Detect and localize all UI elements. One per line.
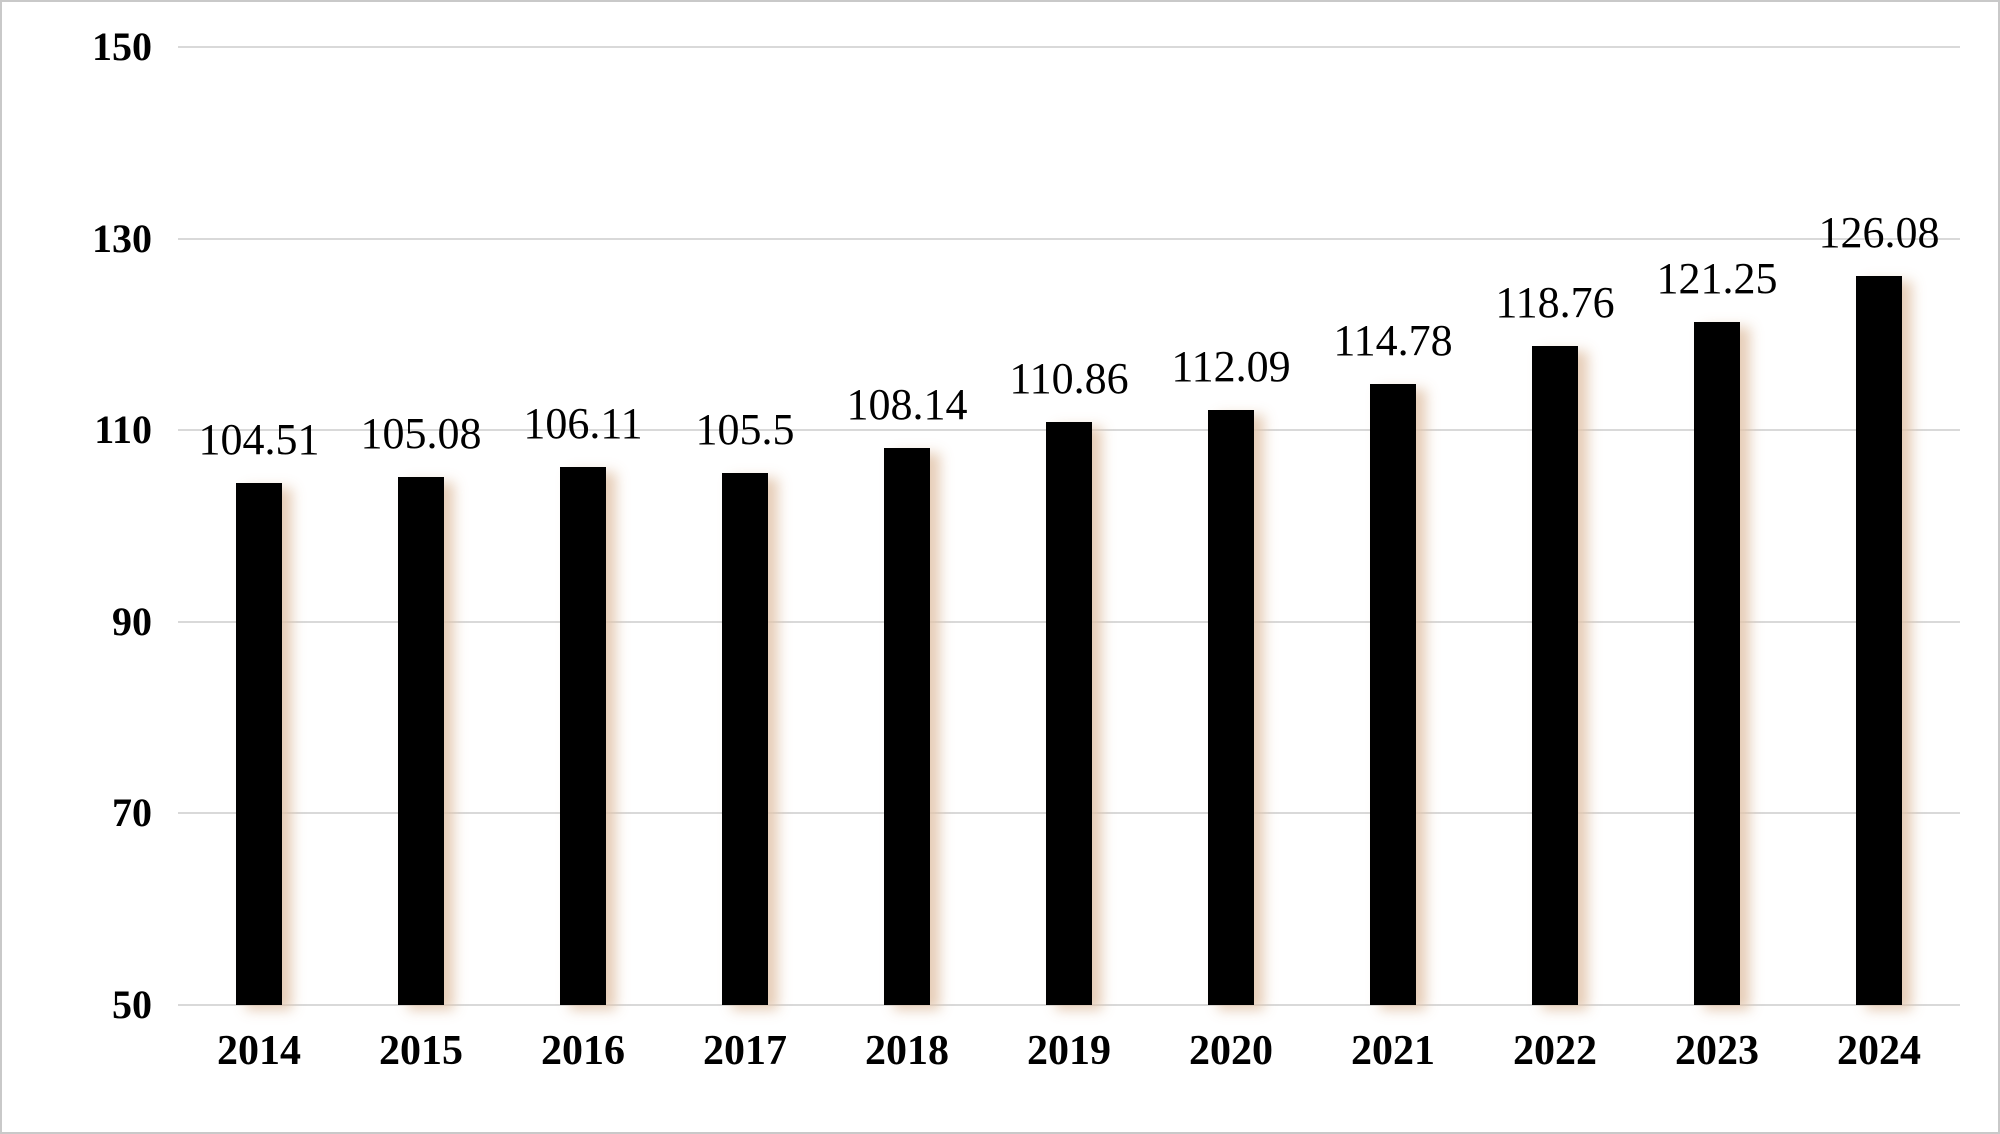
bar-value-label: 106.11 — [523, 399, 643, 449]
bar — [1694, 322, 1740, 1005]
x-axis-tick-label: 2016 — [541, 1028, 625, 1074]
bar — [1532, 346, 1578, 1005]
y-axis-tick-label: 50 — [112, 982, 152, 1027]
bar — [1856, 276, 1902, 1005]
y-axis-tick-label: 130 — [92, 215, 152, 261]
bar — [236, 482, 282, 1005]
x-axis-tick-label: 2019 — [1027, 1028, 1111, 1074]
y-axis-tick-label: 70 — [112, 790, 152, 836]
y-axis-tick-label: 90 — [112, 598, 152, 644]
gridline — [178, 237, 1960, 240]
bar — [560, 467, 606, 1005]
gridline — [178, 46, 1960, 48]
bar-value-label: 114.78 — [1333, 316, 1453, 366]
bar — [398, 477, 444, 1005]
y-axis-tick-label: 110 — [94, 407, 152, 453]
bar — [884, 448, 930, 1005]
bar-value-label: 104.51 — [198, 414, 320, 464]
bar — [1046, 421, 1092, 1005]
x-axis-tick-label: 2022 — [1513, 1028, 1597, 1074]
bar-value-label: 108.14 — [846, 380, 968, 430]
bar — [1370, 384, 1416, 1005]
x-axis-tick-label: 2024 — [1837, 1028, 1921, 1074]
bar-value-label: 105.08 — [360, 409, 482, 459]
x-axis-tick-label: 2018 — [865, 1028, 949, 1074]
x-axis-tick-label: 2023 — [1675, 1028, 1759, 1074]
y-axis-tick-label: 150 — [92, 24, 152, 69]
bar-value-label: 121.25 — [1656, 254, 1778, 304]
x-axis-tick-label: 2017 — [703, 1028, 787, 1074]
bar-value-label: 110.86 — [1009, 353, 1129, 403]
x-axis-tick-label: 2020 — [1189, 1028, 1273, 1074]
bar-value-label: 126.08 — [1818, 208, 1940, 258]
bar-value-label: 112.09 — [1171, 342, 1291, 392]
bar-value-label: 105.5 — [695, 405, 795, 455]
bar-value-label: 118.76 — [1495, 278, 1615, 328]
x-axis-tick-label: 2021 — [1351, 1028, 1435, 1074]
bar — [1208, 410, 1254, 1005]
gridline — [178, 1004, 1960, 1006]
bar — [722, 473, 768, 1005]
x-axis-tick-label: 2015 — [379, 1028, 463, 1074]
x-axis-tick-label: 2014 — [217, 1028, 301, 1074]
